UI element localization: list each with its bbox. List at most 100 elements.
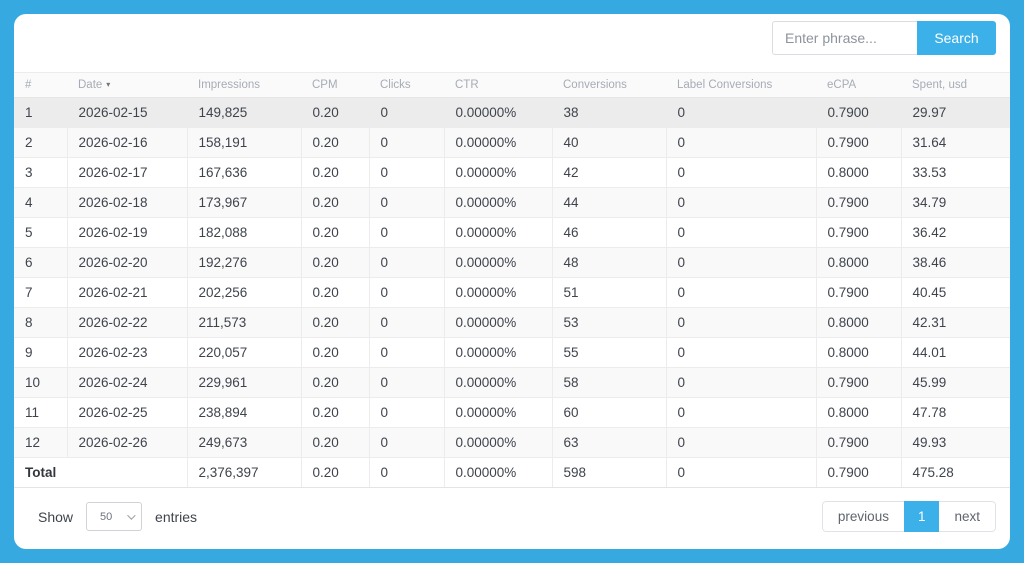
- sort-desc-icon: ▾: [106, 80, 111, 89]
- table-cell: 38: [551, 97, 666, 128]
- column-header-label-conversions[interactable]: Label Conversions: [666, 72, 816, 98]
- table-row: 3 2026-02-17 167,636 0.20 0 0.00000% 42 0 0.8000…: [14, 157, 1010, 188]
- table-cell: 0.20: [300, 187, 369, 218]
- table-row: 11 2026-02-25 238,894 0.20 0 0.00000% 60 0 0.800…: [14, 397, 1010, 428]
- table-cell: 40.45: [900, 277, 1010, 308]
- column-header-ecpa[interactable]: eCPA: [816, 72, 901, 98]
- table-cell: 0.7900: [815, 187, 901, 218]
- table-cell: 0.7900: [815, 277, 901, 308]
- table-cell: 0.7900: [815, 97, 901, 128]
- table-cell: 4: [14, 187, 67, 218]
- next-page-button[interactable]: next: [939, 501, 996, 532]
- column-label: Impressions: [198, 79, 260, 91]
- table-cell: 0.00000%: [443, 277, 552, 308]
- table-cell: 0: [665, 277, 816, 308]
- report-card: Search # Date▾ Impressions CPM Clicks CTR Conv…: [14, 14, 1010, 549]
- table-cell: 0: [368, 157, 444, 188]
- table-cell: 0: [368, 427, 444, 458]
- table-row: 7 2026-02-21 202,256 0.20 0 0.00000% 51 0 0.7900…: [14, 277, 1010, 308]
- page-size-control: Show 50 entries: [38, 502, 197, 531]
- table-cell: 0.00000%: [443, 397, 552, 428]
- table-cell: 29.97: [900, 97, 1010, 128]
- column-label: CTR: [455, 79, 479, 91]
- table-cell: 42: [551, 157, 666, 188]
- table-cell: 51: [551, 277, 666, 308]
- table-cell: 0: [368, 397, 444, 428]
- table-cell: 36.42: [900, 217, 1010, 248]
- table-cell: 0.20: [300, 337, 369, 368]
- table-cell: 34.79: [900, 187, 1010, 218]
- show-label: Show: [38, 508, 74, 525]
- table-cell: 0.8000: [815, 157, 901, 188]
- table-cell: 2026-02-22: [66, 307, 187, 338]
- table-cell: 0.00000%: [443, 127, 552, 158]
- table-cell: 42.31: [900, 307, 1010, 338]
- table-cell: 0.00000%: [443, 187, 552, 218]
- table-cell: 0.8000: [815, 307, 901, 338]
- table-cell: 0.20: [300, 97, 369, 128]
- column-header-impressions[interactable]: Impressions: [187, 72, 301, 98]
- column-header-date[interactable]: Date ▾: [67, 72, 187, 98]
- table-cell: 0.8000: [815, 397, 901, 428]
- table-cell: 0.7900: [815, 217, 901, 248]
- table-cell: 0.00000%: [443, 337, 552, 368]
- table-cell: 238,894: [186, 397, 301, 428]
- column-header-conversions[interactable]: Conversions: [552, 72, 666, 98]
- table-row: 8 2026-02-22 211,573 0.20 0 0.00000% 53 0 0.8000…: [14, 307, 1010, 338]
- table-cell: 0: [368, 277, 444, 308]
- table-cell: 0: [368, 217, 444, 248]
- table-cell: 229,961: [186, 367, 301, 398]
- table-cell: 0.7900: [815, 127, 901, 158]
- table-cell: 0.20: [300, 307, 369, 338]
- table-row: 4 2026-02-18 173,967 0.20 0 0.00000% 44 0 0.7900…: [14, 187, 1010, 218]
- table-cell: 0.20: [300, 217, 369, 248]
- table-cell: 44: [551, 187, 666, 218]
- search-button[interactable]: Search: [917, 21, 996, 55]
- total-cell: 0.20: [300, 457, 369, 488]
- table-cell: 2026-02-17: [66, 157, 187, 188]
- table-cell: 0.20: [300, 277, 369, 308]
- column-header-index[interactable]: #: [14, 72, 67, 98]
- search-input[interactable]: [772, 21, 917, 55]
- column-header-ctr[interactable]: CTR: [444, 72, 552, 98]
- table-cell: 0: [368, 97, 444, 128]
- table-cell: 0.8000: [815, 247, 901, 278]
- table-cell: 49.93: [900, 427, 1010, 458]
- table-cell: 158,191: [186, 127, 301, 158]
- table-cell: 0.7900: [815, 427, 901, 458]
- table-row: 1 2026-02-15 149,825 0.20 0 0.00000% 38 0 0.7900…: [14, 97, 1010, 128]
- column-header-spent-usd[interactable]: Spent, usd: [901, 72, 1010, 98]
- table-cell: 45.99: [900, 367, 1010, 398]
- column-header-clicks[interactable]: Clicks: [369, 72, 444, 98]
- total-cell: 598: [551, 457, 666, 488]
- table-footer: Show 50 entries previous 1 next: [14, 488, 1010, 549]
- table-cell: 2026-02-26: [66, 427, 187, 458]
- toolbar: Search: [14, 14, 1010, 72]
- total-cell: 2,376,397: [186, 457, 301, 488]
- table-cell: 0.00000%: [443, 157, 552, 188]
- table-cell: 0: [665, 157, 816, 188]
- table-cell: 0.00000%: [443, 247, 552, 278]
- table-row: 12 2026-02-26 249,673 0.20 0 0.00000% 63 0 0.790…: [14, 427, 1010, 458]
- total-cell: 0.7900: [815, 457, 901, 488]
- table-cell: 11: [14, 397, 67, 428]
- table-cell: 0.20: [300, 157, 369, 188]
- column-label: CPM: [312, 79, 338, 91]
- table-cell: 192,276: [186, 247, 301, 278]
- pagination: previous 1 next: [821, 501, 996, 532]
- table-cell: 0.20: [300, 397, 369, 428]
- table-cell: 0: [665, 337, 816, 368]
- table-cell: 2026-02-19: [66, 217, 187, 248]
- table-cell: 0: [665, 427, 816, 458]
- column-label: Spent, usd: [912, 79, 967, 91]
- table-cell: 0: [368, 307, 444, 338]
- table-cell: 0: [368, 337, 444, 368]
- page-size-value: 50: [100, 510, 113, 523]
- table-cell: 3: [14, 157, 67, 188]
- page-size-select[interactable]: 50: [86, 502, 143, 531]
- stats-table: # Date ▾ Impressions CPM Clicks CTR Conversions…: [14, 72, 1010, 488]
- previous-page-button[interactable]: previous: [821, 501, 904, 532]
- table-cell: 2026-02-21: [66, 277, 187, 308]
- current-page-button[interactable]: 1: [903, 501, 940, 532]
- column-header-cpm[interactable]: CPM: [301, 72, 369, 98]
